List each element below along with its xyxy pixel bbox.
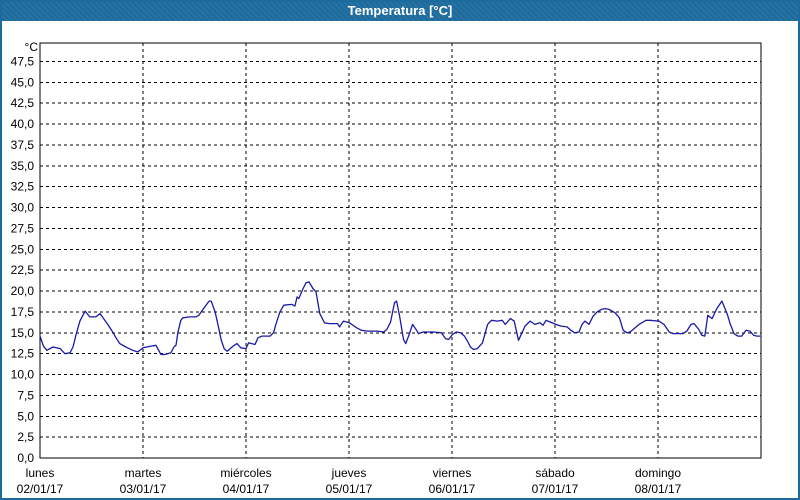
y-tick-label: 5,0 [17,409,34,423]
y-tick-label: 7,5 [17,388,34,402]
x-date-label: 03/01/17 [120,482,167,496]
x-day-label: martes [125,466,162,480]
x-day-label: jueves [331,466,367,480]
y-tick-label: 42,5 [11,96,35,110]
y-tick-label: 27,5 [11,221,35,235]
window-titlebar: Temperatura [°C] [0,0,800,21]
y-tick-label: 17,5 [11,305,35,319]
y-tick-label: 0,0 [17,451,34,465]
y-tick-label: 10,0 [11,368,35,382]
y-tick-label: 37,5 [11,138,35,152]
y-tick-label: 40,0 [11,117,35,131]
y-tick-label: 35,0 [11,159,35,173]
x-day-label: domingo [635,466,681,480]
x-date-label: 06/01/17 [429,482,476,496]
y-tick-label: 20,0 [11,284,35,298]
x-date-label: 05/01/17 [326,482,373,496]
x-date-label: 02/01/17 [17,482,64,496]
x-day-label: sábado [535,466,575,480]
x-day-label: viernes [433,466,472,480]
x-date-label: 04/01/17 [223,482,270,496]
x-day-label: miércoles [220,466,271,480]
y-axis-unit-label: °C [25,40,39,54]
x-day-label: lunes [26,466,55,480]
y-tick-label: 15,0 [11,326,35,340]
y-tick-label: 12,5 [11,347,35,361]
y-tick-label: 22,5 [11,263,35,277]
x-date-label: 08/01/17 [635,482,682,496]
y-tick-label: 25,0 [11,242,35,256]
x-date-label: 07/01/17 [532,482,579,496]
temperature-series-line [39,281,761,356]
plot-border [39,42,762,459]
y-tick-label: 32,5 [11,180,35,194]
y-tick-label: 45,0 [11,75,35,89]
y-tick-label: 47,5 [11,55,35,69]
y-tick-label: 30,0 [11,201,35,215]
window-title: Temperatura [°C] [347,3,453,18]
y-tick-label: 2,5 [17,430,34,444]
